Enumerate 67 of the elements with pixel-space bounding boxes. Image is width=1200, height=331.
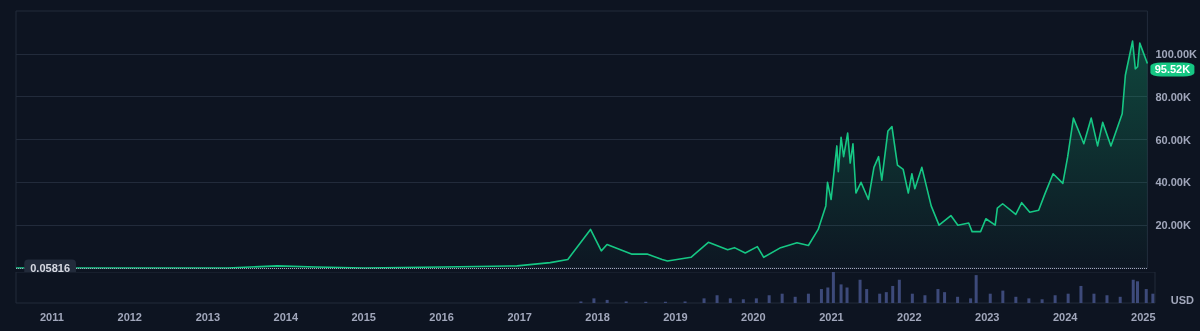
bar (728, 298, 732, 303)
bar (1001, 290, 1005, 303)
bar (1151, 293, 1155, 303)
bar (1131, 279, 1135, 303)
bar (702, 298, 706, 303)
bar (858, 279, 862, 303)
x-tick-label: 2012 (117, 310, 142, 323)
x-tick-label: 2014 (273, 310, 299, 323)
bar (943, 292, 947, 303)
x-tick-label: 2024 (1052, 310, 1079, 323)
bar (988, 293, 992, 303)
y-tick-label: 80.00K (1155, 90, 1191, 103)
bar (878, 293, 882, 303)
annotation: 95.52K (1154, 63, 1191, 76)
bar (826, 287, 830, 303)
bar (592, 298, 596, 303)
y-tick-label: 40.00K (1155, 176, 1191, 189)
bar (767, 295, 771, 303)
y-tick-label: 20.00K (1155, 219, 1191, 232)
bar (956, 296, 960, 303)
bar (969, 298, 973, 303)
bar (819, 289, 823, 303)
x-tick-label: 2021 (819, 310, 844, 323)
x-tick-label: 2025 (1131, 310, 1156, 323)
x-tick-label: 2011 (39, 310, 64, 323)
bar (839, 284, 843, 303)
x-tick-label: 2020 (741, 310, 766, 323)
x-tick-label: 2019 (663, 310, 688, 323)
bar (845, 287, 849, 303)
bar (605, 299, 609, 303)
bar (884, 292, 888, 303)
x-tick-label: 2013 (195, 310, 221, 323)
x-tick-label: 2016 (429, 310, 454, 323)
x-tick-label: 2023 (975, 310, 1000, 323)
bar (897, 279, 901, 303)
bar (806, 293, 810, 303)
x-tick-label: 2017 (507, 310, 532, 323)
bar (741, 299, 745, 303)
y-tick-label: 60.00K (1155, 133, 1191, 146)
x-tick-label: 2018 (585, 310, 610, 323)
bar (1136, 281, 1139, 303)
bar (910, 293, 914, 303)
bar (715, 295, 719, 303)
bar (891, 285, 895, 303)
bar (1053, 295, 1057, 303)
bar (1118, 296, 1122, 303)
bar (754, 298, 758, 303)
bar (923, 295, 927, 303)
bar (1040, 299, 1044, 303)
ref-line-label: 0.05816 (30, 262, 70, 274)
bar (1014, 296, 1018, 303)
bar (1092, 293, 1096, 303)
x-tick-label: 2015 (351, 310, 376, 323)
x-tick-label: 2022 (897, 310, 922, 323)
bar (1144, 289, 1148, 303)
bar (1066, 293, 1070, 303)
bar (1105, 295, 1109, 303)
bar (865, 289, 869, 303)
bar (831, 272, 835, 303)
bar (780, 293, 784, 303)
y-tick-label: 100.00K (1155, 47, 1198, 60)
y-axis-title: USD (1170, 293, 1195, 306)
bar (974, 275, 978, 303)
bar (1027, 298, 1031, 303)
bar (793, 296, 797, 303)
bar (936, 289, 940, 303)
bar (1079, 285, 1083, 303)
